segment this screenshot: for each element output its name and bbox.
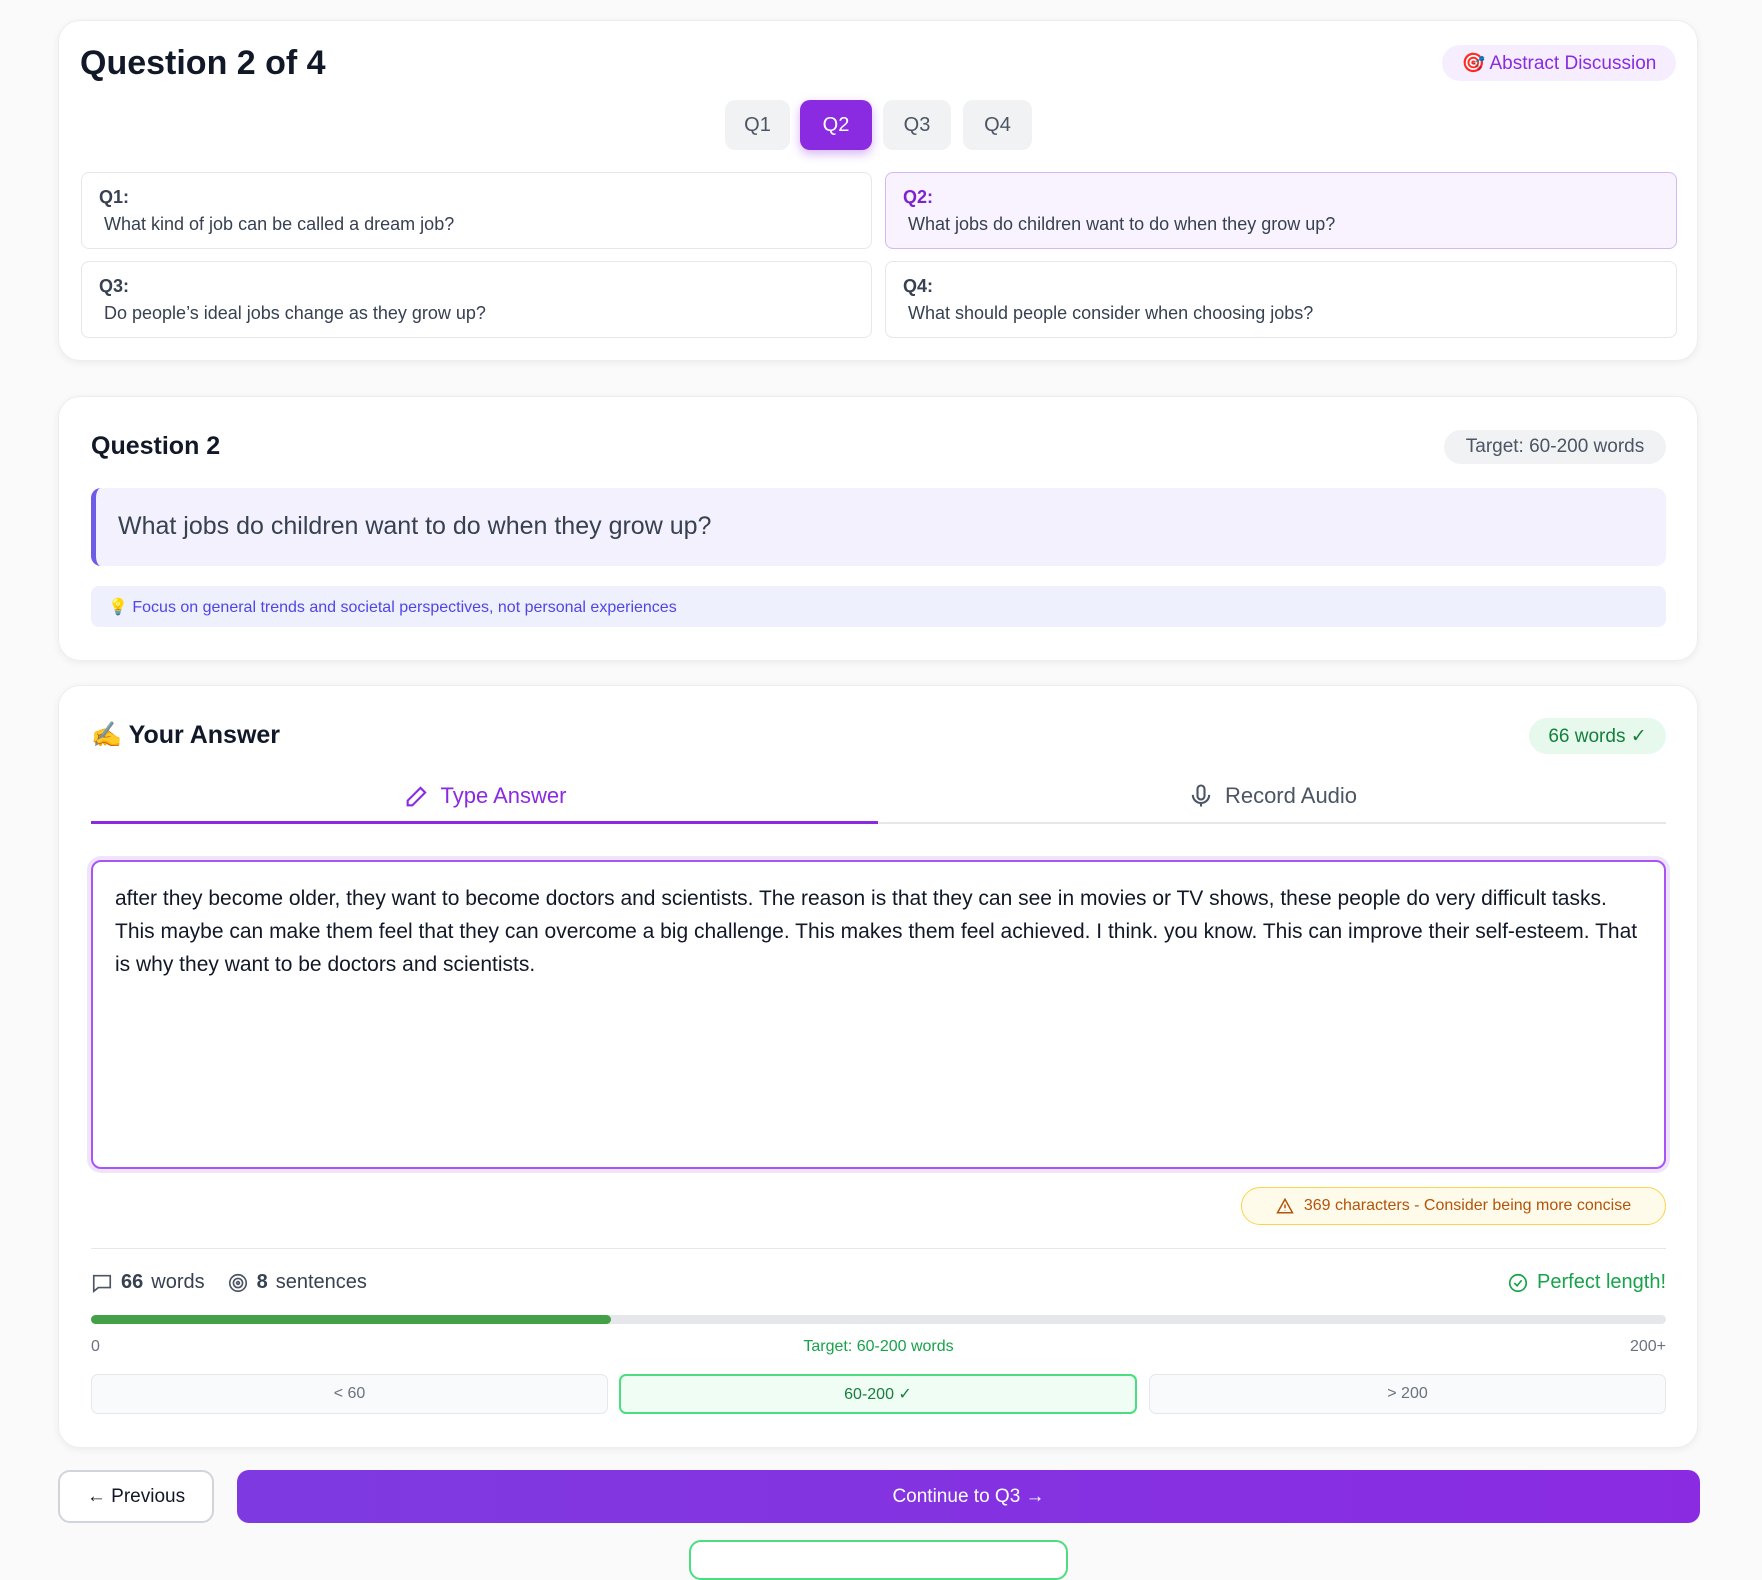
word-count: 66 (121, 1271, 144, 1293)
scale-start: 0 (91, 1338, 100, 1355)
mic-icon (1191, 784, 1211, 807)
question-card[interactable]: Q1: What kind of job can be called a drea… (81, 172, 872, 249)
stats: 66 words 8 sentences (91, 1271, 367, 1294)
q-tab[interactable]: Q4 (963, 100, 1032, 150)
title: Question 2 of 4 (80, 44, 326, 82)
q-label: Q2: (903, 187, 934, 207)
answer-title: ✍️ Your Answer (91, 721, 281, 749)
continue-button[interactable]: Continue to Q3 → (237, 1470, 1700, 1523)
scale-target: Target: 60-200 words (803, 1338, 954, 1355)
scale-end: 200+ (1629, 1338, 1666, 1355)
progress-fill (91, 1315, 611, 1324)
previous-button[interactable]: ← Previous (58, 1470, 214, 1523)
check-icon (1508, 1273, 1528, 1292)
target-badge: Target: 60-200 words (1444, 430, 1666, 464)
sentences-label: sentences (275, 1271, 367, 1293)
q-label: Q1: (99, 187, 130, 207)
range: < 60 (91, 1374, 608, 1414)
question-card[interactable]: Q4: What should people consider when choo… (885, 261, 1677, 338)
pen-icon (406, 785, 427, 806)
category-badge: 🎯 Abstract Discussion (1442, 45, 1676, 81)
question-title: Question 2 (91, 432, 221, 460)
q-tab[interactable]: Q1 (725, 100, 790, 150)
target-icon (228, 1273, 247, 1292)
q-tab[interactable]: Q3 (883, 100, 951, 150)
question-card[interactable]: Q2: What jobs do children want to do when… (885, 172, 1677, 249)
question-box: What jobs do children want to do when th… (91, 488, 1666, 566)
q-text: Do people’s ideal jobs change as they gr… (104, 303, 486, 323)
tab-type[interactable]: Type Answer (91, 770, 878, 824)
tab-label: Type Answer (440, 782, 567, 808)
tab-label: Record Audio (1224, 783, 1358, 808)
q-label: Q3: (99, 276, 130, 296)
divider (91, 1248, 1666, 1249)
warning: 369 characters - Consider being more con… (1241, 1187, 1666, 1225)
q-text: What should people consider when choosin… (908, 303, 1314, 323)
question-card[interactable]: Q3: Do people’s ideal jobs change as they… (81, 261, 872, 338)
warning-text: 369 characters - Consider being more con… (1303, 1197, 1632, 1214)
sentence-count: 8 (256, 1271, 268, 1293)
range: > 200 (1149, 1374, 1666, 1414)
status-text: Perfect length! (1537, 1271, 1666, 1293)
q-label: Q4: (903, 276, 934, 296)
progress-track (91, 1315, 1666, 1324)
warn-icon (1276, 1197, 1294, 1214)
hint: 💡 Focus on general trends and societal p… (91, 586, 1666, 627)
answer-textarea[interactable]: after they become older, they want to be… (91, 860, 1666, 1169)
q-text: What jobs do children want to do when th… (908, 214, 1336, 234)
range: 60-200 ✓ (619, 1374, 1137, 1414)
q-tab[interactable]: Q2 (800, 100, 872, 150)
word-badge: 66 words ✓ (1529, 718, 1666, 754)
chat-icon (92, 1274, 112, 1293)
q-text: What kind of job can be called a dream j… (104, 214, 455, 234)
submit-button[interactable] (689, 1540, 1068, 1580)
status: Perfect length! (1507, 1271, 1666, 1294)
tab-record[interactable]: Record Audio (878, 770, 1666, 824)
words-label: words (151, 1271, 205, 1293)
